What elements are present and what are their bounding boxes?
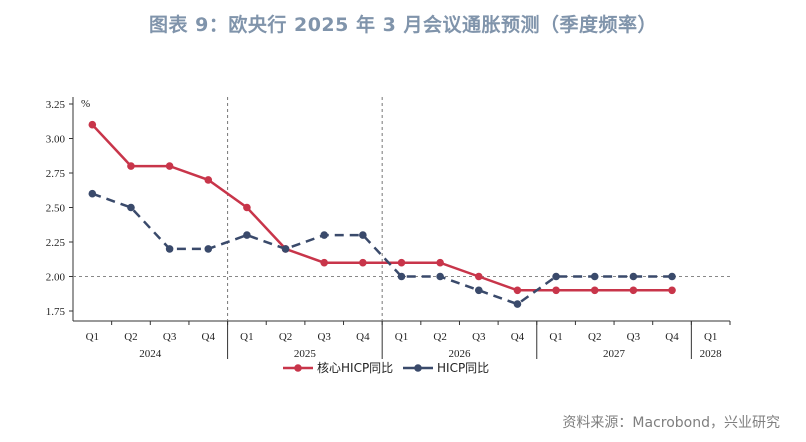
x-tick-label: Q4 (202, 331, 216, 343)
series-1-point (474, 272, 483, 281)
series-2-point (668, 272, 676, 281)
series-1-point (629, 286, 638, 295)
legend-label: HICP同比 (437, 361, 489, 375)
x-tick-label: Q1 (395, 331, 408, 343)
series-2-point (320, 231, 329, 239)
x-tick-label: Q2 (124, 331, 137, 343)
x-tick-label: Q1 (704, 331, 717, 343)
series-2-point (165, 245, 174, 253)
y-tick-label: 1.75 (46, 306, 66, 318)
y-tick-label: 2.00 (46, 272, 66, 284)
series-1-point (590, 286, 599, 295)
y-tick-label: 2.50 (46, 203, 66, 215)
legend-swatch-marker (414, 364, 422, 372)
series-1-point (513, 286, 522, 295)
x-tick-label: Q3 (317, 331, 331, 343)
x-tick-label: Q2 (588, 331, 601, 343)
legend-label: 核心HICP同比 (317, 361, 393, 375)
x-tick-label: Q4 (511, 331, 525, 343)
series-1-point (436, 258, 444, 267)
series-1-point (127, 162, 135, 170)
series-1-point (204, 176, 213, 184)
series-2-point (436, 272, 444, 281)
series-2-point (474, 286, 483, 295)
y-tick-label: 2.75 (46, 168, 66, 180)
series-2-point (513, 300, 522, 308)
series-1-point (88, 120, 97, 129)
x-tick-label: Q3 (627, 331, 641, 343)
source-note: 资料来源：Macrobond，兴业研究 (562, 415, 780, 431)
x-tick-label: Q4 (665, 331, 679, 343)
series-line-2 (91, 192, 672, 306)
series-2-point (243, 231, 251, 239)
series-1-point (359, 258, 367, 267)
series-1-point (320, 258, 329, 267)
year-label: 2024 (139, 348, 162, 360)
year-label: 2028 (700, 348, 723, 360)
series-line-1 (91, 123, 672, 292)
series-2-point (590, 272, 599, 281)
year-label: 2026 (448, 348, 471, 360)
y-tick-label: 3.25 (46, 99, 66, 111)
x-tick-label: Q1 (549, 331, 562, 343)
series-2-point (629, 272, 638, 281)
chart-title: 图表 9：欧央行 2025 年 3 月会议通胀预测（季度频率） (149, 14, 657, 36)
series-2-point (88, 189, 97, 198)
series-1-point (397, 258, 406, 267)
series-2-point (281, 245, 290, 253)
series-2-point (127, 203, 135, 212)
x-tick-label: Q1 (240, 331, 253, 343)
legend-swatch-marker (294, 364, 302, 372)
x-tick-label: Q3 (163, 331, 177, 343)
series-2-point (552, 272, 560, 281)
series-1-point (552, 286, 560, 295)
x-tick-label: Q2 (279, 331, 292, 343)
year-label: 2027 (603, 348, 626, 360)
series-1-point (668, 286, 676, 295)
unit-label: % (81, 98, 90, 110)
series-1-point (165, 162, 174, 170)
series-1-point (243, 203, 251, 212)
x-tick-label: Q1 (86, 331, 99, 343)
y-tick-label: 3.00 (46, 134, 66, 146)
y-tick-label: 2.25 (46, 237, 66, 249)
x-tick-label: Q2 (433, 331, 446, 343)
year-label: 2025 (294, 348, 317, 360)
x-tick-label: Q3 (472, 331, 486, 343)
series-2-point (397, 272, 406, 281)
series-2-point (359, 231, 367, 239)
x-tick-label: Q4 (356, 331, 370, 343)
series-2-point (204, 245, 213, 253)
